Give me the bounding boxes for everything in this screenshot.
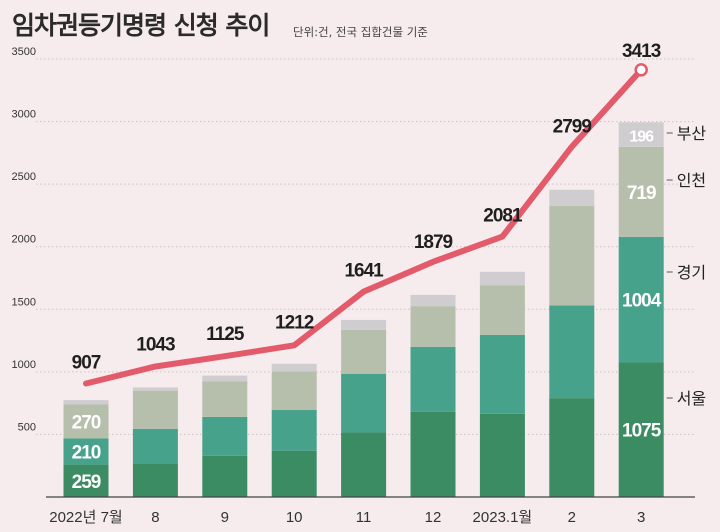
- bar-seoul: [202, 455, 248, 497]
- bar-busan: [410, 294, 456, 307]
- bar-incheon: [132, 390, 178, 429]
- bar-value-label: 259: [72, 472, 101, 493]
- bar-seoul: [271, 450, 317, 497]
- bar-gyeonggi: [271, 410, 317, 451]
- y-tick-label: 2000: [12, 234, 36, 246]
- bar-seoul: [63, 464, 109, 497]
- y-tick-label: 3500: [12, 46, 36, 58]
- line-value-label: 1043: [136, 334, 175, 355]
- x-tick-label: 2023.1월: [473, 509, 533, 526]
- line-value-label: 1125: [206, 324, 245, 345]
- bar-gyeonggi: [618, 236, 664, 363]
- x-tick-label: 8: [151, 509, 159, 526]
- bar-busan: [271, 363, 317, 372]
- y-tick-label: 500: [18, 421, 36, 433]
- x-tick-label: 10: [286, 509, 303, 526]
- y-tick-label: 2500: [12, 171, 36, 183]
- legend-label-seoul: 서울: [677, 390, 706, 408]
- bar-busan: [132, 387, 178, 391]
- bar-seoul: [410, 411, 456, 497]
- bar-gyeonggi: [549, 305, 595, 399]
- bar-busan: [202, 375, 248, 382]
- bar-seoul: [618, 362, 664, 497]
- x-tick-label: 2: [568, 509, 576, 526]
- bar-value-label: 210: [72, 442, 101, 463]
- bar-busan: [549, 189, 595, 207]
- bar-gyeonggi: [132, 428, 178, 464]
- bar-incheon: [271, 371, 317, 411]
- line-value-label: 3413: [622, 41, 661, 62]
- bar-value-label: 196: [629, 129, 654, 146]
- line-value-label: 1879: [414, 232, 453, 253]
- total-line-end-marker: [634, 63, 648, 77]
- bar-gyeonggi: [341, 373, 387, 433]
- legend-label-incheon: 인천: [677, 172, 706, 190]
- bar-incheon: [410, 306, 456, 347]
- chart-title: 임차권등기명령 신청 추이: [12, 11, 270, 40]
- bar-value-label: 270: [72, 412, 101, 433]
- bar-value-label: 1075: [622, 421, 662, 442]
- bar-gyeonggi: [479, 334, 525, 414]
- line-value-label: 1212: [275, 312, 314, 333]
- bar-incheon: [202, 381, 248, 417]
- bar-busan: [618, 122, 664, 147]
- y-tick-label: 3000: [12, 109, 36, 121]
- bar-value-label: 1004: [622, 291, 662, 312]
- line-value-label: 907: [72, 352, 101, 373]
- bar-busan: [479, 271, 525, 286]
- bar-value-label: 719: [627, 183, 656, 204]
- bar-seoul: [479, 413, 525, 497]
- bar-gyeonggi: [63, 438, 109, 465]
- bar-busan: [341, 319, 387, 330]
- line-value-label: 1641: [344, 261, 384, 282]
- bar-seoul: [549, 398, 595, 497]
- bar-incheon: [618, 146, 664, 237]
- bar-seoul: [341, 432, 387, 497]
- x-tick-label: 2022년 7월: [49, 509, 122, 526]
- x-tick-label: 11: [356, 509, 372, 526]
- y-tick-label: 1500: [12, 296, 36, 308]
- bar-gyeonggi: [410, 346, 456, 412]
- x-tick-label: 9: [221, 509, 229, 526]
- x-tick-label: 12: [425, 509, 442, 526]
- bar-seoul: [132, 463, 178, 497]
- total-line: [83, 66, 645, 387]
- bar-incheon: [63, 404, 109, 439]
- bar-busan: [63, 400, 109, 405]
- bar-incheon: [341, 329, 387, 374]
- chart-subtitle: 단위:건, 전국 집합건물 기준: [293, 25, 428, 39]
- bar-incheon: [549, 206, 595, 306]
- line-value-label: 2081: [483, 206, 523, 227]
- legend-label-gyeonggi: 경기: [677, 264, 706, 282]
- bar-incheon: [479, 285, 525, 335]
- x-tick-label: 3: [637, 509, 645, 526]
- y-tick-label: 1000: [12, 359, 36, 371]
- bar-gyeonggi: [202, 416, 248, 456]
- line-value-label: 2799: [553, 117, 592, 138]
- legend-label-busan: 부산: [677, 125, 707, 143]
